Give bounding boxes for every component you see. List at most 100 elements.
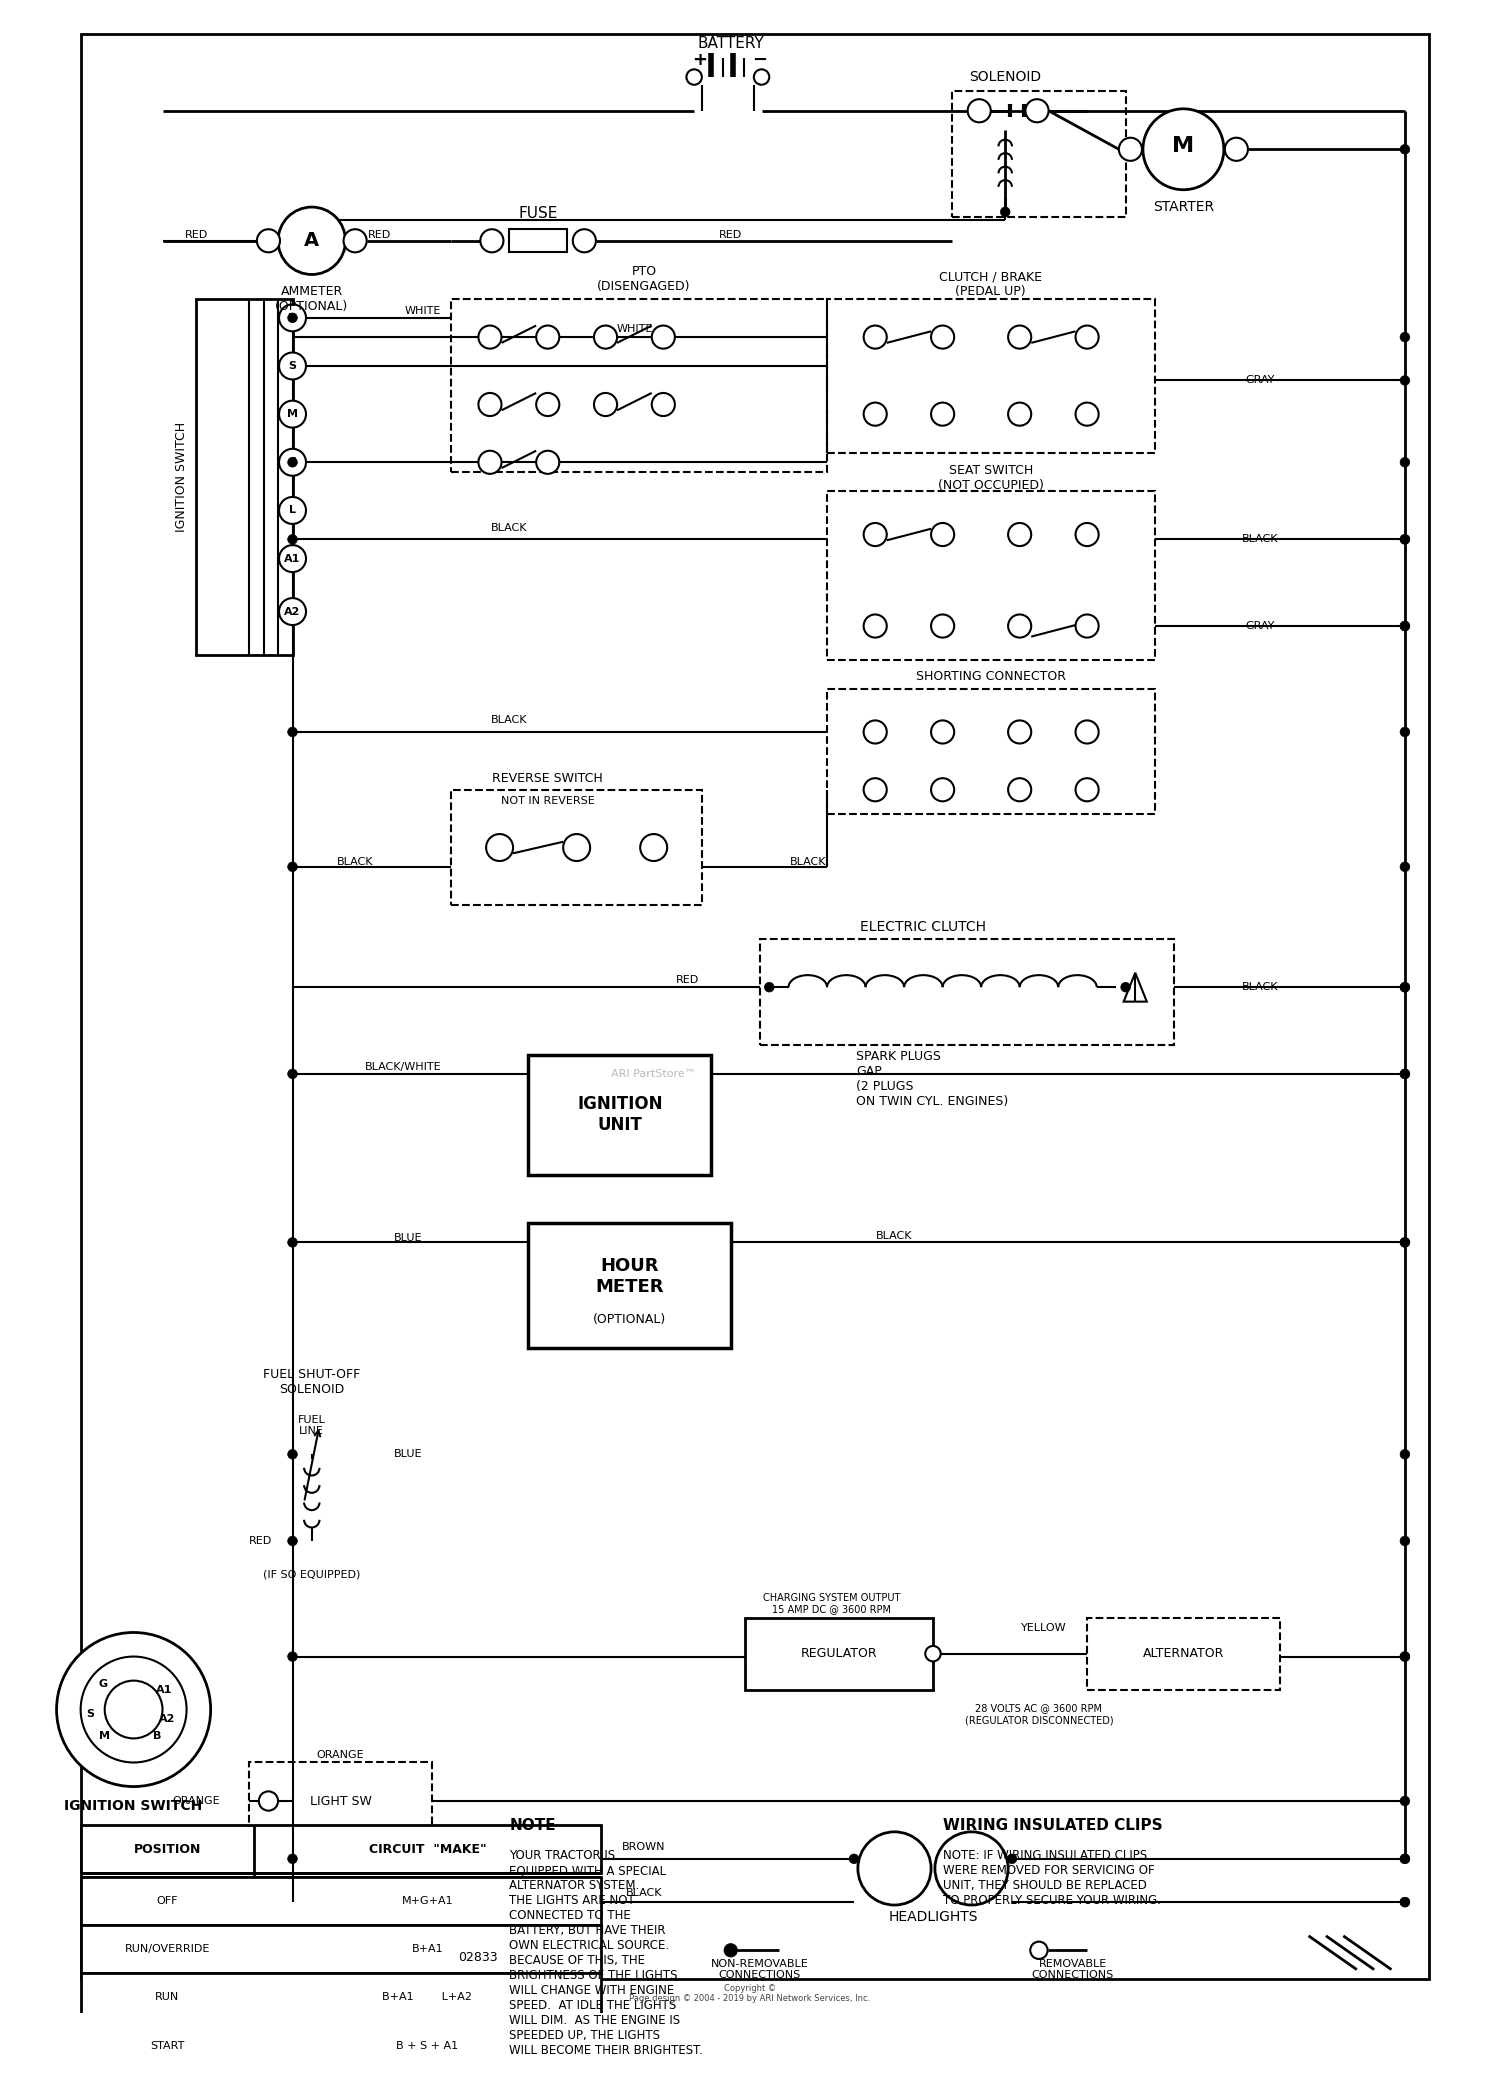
Circle shape bbox=[562, 834, 590, 861]
Text: BLACK: BLACK bbox=[876, 1231, 912, 1241]
Circle shape bbox=[968, 98, 992, 123]
Bar bbox=[827, 299, 1155, 454]
Circle shape bbox=[288, 1536, 297, 1547]
Circle shape bbox=[81, 1657, 186, 1762]
Text: RED: RED bbox=[249, 1536, 273, 1547]
Circle shape bbox=[288, 1237, 297, 1248]
Text: BLACK: BLACK bbox=[490, 522, 528, 533]
Bar bbox=[827, 491, 1155, 660]
Text: HEADLIGHTS: HEADLIGHTS bbox=[888, 1910, 978, 1923]
Text: BLACK: BLACK bbox=[338, 857, 374, 867]
Text: START: START bbox=[150, 2040, 184, 2050]
Circle shape bbox=[1008, 522, 1031, 545]
Circle shape bbox=[594, 393, 616, 416]
Circle shape bbox=[1400, 727, 1410, 738]
Circle shape bbox=[1008, 721, 1031, 744]
Text: NON-REMOVABLE
CONNECTIONS: NON-REMOVABLE CONNECTIONS bbox=[711, 1958, 809, 1981]
Circle shape bbox=[934, 1831, 1008, 1904]
Text: POSITION: POSITION bbox=[134, 1843, 201, 1856]
Circle shape bbox=[724, 1944, 738, 1956]
Text: CHARGING SYSTEM OUTPUT
15 AMP DC @ 3600 RPM: CHARGING SYSTEM OUTPUT 15 AMP DC @ 3600 … bbox=[764, 1593, 900, 1613]
Circle shape bbox=[279, 449, 306, 477]
Circle shape bbox=[1400, 458, 1410, 466]
Circle shape bbox=[486, 834, 513, 861]
Text: FUSE: FUSE bbox=[519, 207, 558, 222]
Text: WIRING INSULATED CLIPS: WIRING INSULATED CLIPS bbox=[942, 1818, 1162, 1833]
Text: RED: RED bbox=[368, 230, 392, 240]
Circle shape bbox=[932, 777, 954, 800]
Circle shape bbox=[932, 614, 954, 637]
Circle shape bbox=[1400, 621, 1410, 631]
Text: A1: A1 bbox=[156, 1685, 172, 1695]
Bar bbox=[81, 1973, 600, 2021]
Text: S: S bbox=[288, 362, 297, 372]
Text: B: B bbox=[153, 1731, 162, 1741]
Circle shape bbox=[864, 721, 886, 744]
Circle shape bbox=[1400, 1795, 1410, 1806]
Text: FUEL SHUT-OFF
SOLENOID: FUEL SHUT-OFF SOLENOID bbox=[262, 1369, 360, 1396]
Text: ARI PartStore™: ARI PartStore™ bbox=[612, 1068, 696, 1078]
Circle shape bbox=[864, 614, 886, 637]
Bar bbox=[1088, 1618, 1280, 1691]
Text: RUN: RUN bbox=[154, 1992, 180, 2002]
Text: BLACK: BLACK bbox=[1242, 535, 1278, 543]
Circle shape bbox=[536, 326, 560, 349]
Circle shape bbox=[1226, 138, 1248, 161]
Text: A: A bbox=[304, 232, 320, 251]
Circle shape bbox=[687, 69, 702, 86]
Circle shape bbox=[932, 326, 954, 349]
Text: SOLENOID: SOLENOID bbox=[969, 71, 1041, 84]
Text: G: G bbox=[98, 1678, 108, 1689]
Text: A2: A2 bbox=[159, 1714, 176, 1724]
Text: B: B bbox=[288, 314, 297, 322]
Text: BLUE: BLUE bbox=[394, 1233, 423, 1244]
Text: BLACK: BLACK bbox=[626, 1887, 663, 1898]
Text: B+A1: B+A1 bbox=[411, 1944, 442, 1954]
Circle shape bbox=[288, 535, 297, 543]
Text: A2: A2 bbox=[285, 606, 300, 617]
Circle shape bbox=[1400, 1898, 1410, 1906]
Circle shape bbox=[1400, 376, 1410, 385]
Bar bbox=[759, 938, 1174, 1045]
Text: AMMETER
(OPTIONAL): AMMETER (OPTIONAL) bbox=[274, 284, 348, 314]
Circle shape bbox=[288, 727, 297, 738]
Text: REMOVABLE
CONNECTIONS: REMOVABLE CONNECTIONS bbox=[1032, 1958, 1114, 1981]
Text: BLACK/WHITE: BLACK/WHITE bbox=[364, 1062, 441, 1072]
Circle shape bbox=[1400, 1070, 1410, 1078]
Circle shape bbox=[1400, 535, 1410, 543]
Text: SPARK PLUGS
GAP
(2 PLUGS
ON TWIN CYL. ENGINES): SPARK PLUGS GAP (2 PLUGS ON TWIN CYL. EN… bbox=[856, 1049, 1008, 1108]
Circle shape bbox=[1000, 207, 1010, 217]
Bar bbox=[81, 2021, 600, 2069]
Circle shape bbox=[1400, 621, 1410, 631]
Text: B+A1        L+A2: B+A1 L+A2 bbox=[382, 1992, 472, 2002]
Text: BLACK: BLACK bbox=[490, 715, 528, 725]
Circle shape bbox=[279, 305, 306, 332]
Text: 28 VOLTS AC @ 3600 RPM
(REGULATOR DISCONNECTED): 28 VOLTS AC @ 3600 RPM (REGULATOR DISCON… bbox=[964, 1703, 1113, 1724]
Text: BLUE: BLUE bbox=[394, 1448, 423, 1459]
Text: RED: RED bbox=[676, 976, 699, 986]
Text: B + S + A1: B + S + A1 bbox=[396, 2040, 459, 2050]
Text: REVERSE SWITCH: REVERSE SWITCH bbox=[492, 771, 603, 784]
Text: SHORTING CONNECTOR: SHORTING CONNECTOR bbox=[916, 669, 1066, 683]
Text: M: M bbox=[1173, 136, 1194, 157]
Text: ALTERNATOR: ALTERNATOR bbox=[1143, 1647, 1224, 1659]
Circle shape bbox=[1007, 1854, 1017, 1864]
Circle shape bbox=[652, 393, 675, 416]
Text: −: − bbox=[752, 50, 766, 69]
Text: YELLOW: YELLOW bbox=[1022, 1622, 1066, 1632]
Text: M+G+A1: M+G+A1 bbox=[402, 1896, 453, 1906]
Text: BLACK: BLACK bbox=[789, 857, 826, 867]
Circle shape bbox=[1400, 1536, 1410, 1547]
Circle shape bbox=[1076, 721, 1098, 744]
Circle shape bbox=[932, 403, 954, 426]
Text: FUEL
LINE: FUEL LINE bbox=[298, 1415, 326, 1436]
Text: ORANGE: ORANGE bbox=[172, 1795, 220, 1806]
Circle shape bbox=[932, 721, 954, 744]
Circle shape bbox=[105, 1680, 162, 1739]
Bar bbox=[528, 1223, 730, 1348]
Circle shape bbox=[480, 230, 504, 253]
Circle shape bbox=[1030, 1942, 1047, 1958]
Circle shape bbox=[279, 598, 306, 625]
Circle shape bbox=[536, 393, 560, 416]
Circle shape bbox=[858, 1831, 932, 1904]
